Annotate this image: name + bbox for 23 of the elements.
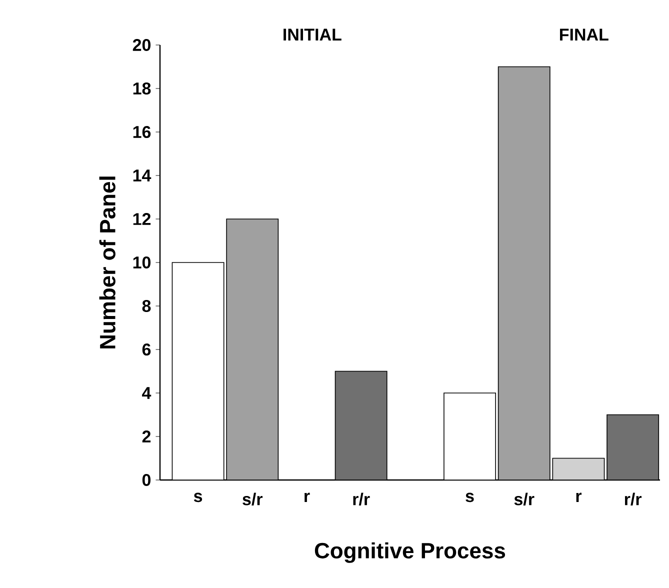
y-axis-title: Number of Panel [99, 176, 116, 348]
y-tick-label: 14 [133, 170, 152, 182]
y-tick-label: 0 [142, 474, 151, 486]
text: FINAL [560, 28, 608, 40]
x-tick-label: r [304, 492, 310, 502]
x-tick-label: s [466, 492, 474, 502]
x-tick-label: r/r [624, 492, 642, 506]
x-tick-label: r [576, 492, 582, 502]
y-tick-label: 8 [142, 300, 151, 312]
y-tick-label: 18 [133, 82, 151, 95]
x-tick-label: r/r [353, 492, 370, 506]
x-tick-label: s/r [514, 492, 534, 506]
y-tick-label: 10 [133, 256, 151, 269]
x-tick-label: s [194, 492, 202, 502]
y-tick-label: 6 [142, 343, 151, 356]
y-tick-label: 4 [142, 387, 152, 399]
x-tick-label: s/r [242, 492, 263, 506]
text: INITIAL [284, 28, 342, 40]
y-tick-label: 20 [132, 38, 151, 52]
y-tick-label: 12 [133, 213, 151, 225]
y-tick-label: 16 [133, 126, 151, 138]
y-tick-label: 2 [142, 430, 151, 442]
x-axis-title: Cognitive Process [314, 542, 506, 563]
